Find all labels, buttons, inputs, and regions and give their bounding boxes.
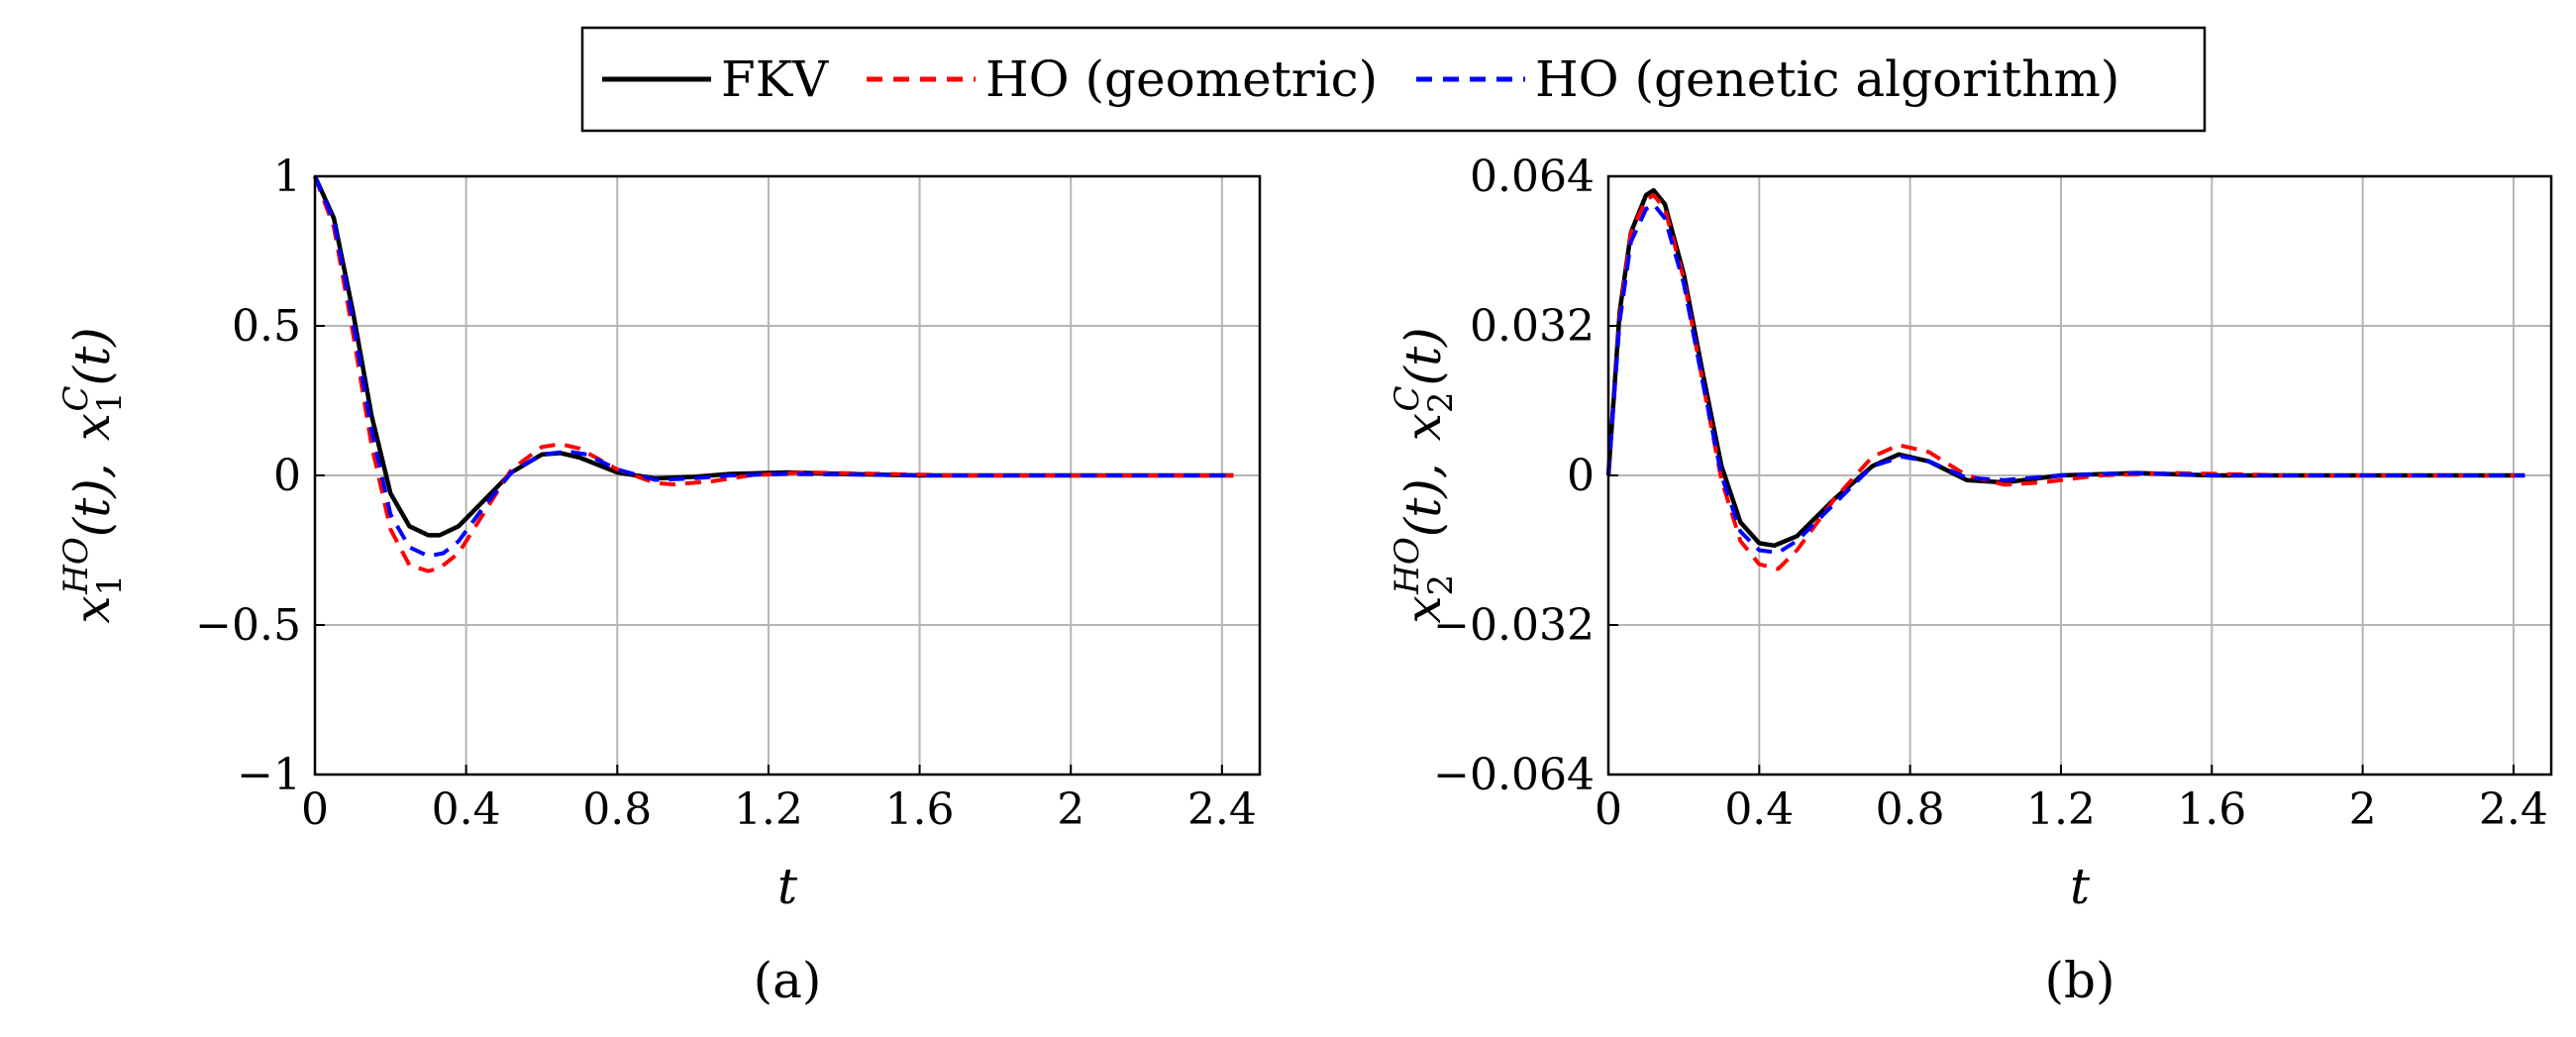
panel-b-ylabel-sup1: HO — [1388, 537, 1427, 595]
panel-a-xtick-label: 1.6 — [885, 784, 955, 835]
panel-b-xtick-label: 2.4 — [2479, 784, 2548, 835]
panel-b-xtick-label: 0.4 — [1724, 784, 1794, 835]
panel-b-ytick-label: −0.032 — [1433, 600, 1595, 651]
panel-a-ylabel-sub2: 1 — [90, 391, 130, 413]
panel-b-ytick-label: −0.064 — [1433, 750, 1595, 800]
panel-a-xtick-label: 2 — [1057, 784, 1084, 835]
panel-a-ylabel-x2: x — [63, 413, 121, 441]
legend-label-geometric: HO (geometric) — [985, 51, 1378, 108]
panel-b-caption: (b) — [2044, 952, 2114, 1009]
panel-b-xtick-label: 0 — [1595, 784, 1622, 835]
panel-a-ticks: 0 0.4 0.8 1.2 1.6 2 2.4 −1 −0.5 0 0.5 1 — [195, 152, 1257, 835]
panel-a-x-axis-label: t — [777, 858, 798, 915]
panel-a-caption: (a) — [754, 952, 822, 1009]
panel-b-ylabel-x2: x — [1394, 413, 1452, 441]
panel-b-y-axis-label: x2HO(t),x2C(t) — [1388, 327, 1461, 623]
legend: FKV HO (geometric) HO (genetic algorithm… — [580, 26, 2207, 133]
panel-a-ytick-label: 1 — [273, 152, 301, 202]
panel-a-xtick-label: 0 — [301, 784, 329, 835]
panel-a-ytick-label: −0.5 — [195, 600, 301, 651]
panel-b-xtick-label: 1.6 — [2177, 784, 2246, 835]
panel-b-ylabel-arg2: (t) — [1394, 327, 1452, 385]
panel-a-ytick-label: −1 — [237, 750, 301, 800]
panel-b-ticks: 0 0.4 0.8 1.2 1.6 2 2.4 −0.064 −0.032 0 0.032 0.064 — [1433, 152, 2548, 835]
panel-a-xtick-label: 0.4 — [432, 784, 501, 835]
panel-b-series — [1605, 187, 2525, 571]
panel-b-ytick-label: 0.032 — [1470, 301, 1595, 352]
panel-b-ylabel-sup2: C — [1388, 385, 1427, 411]
panel-b-ylabel-sub1: 2 — [1421, 574, 1461, 596]
panel-b-ylabel-arg1: (t), — [1394, 463, 1452, 537]
panel-a-series-ho-geometric — [313, 175, 1234, 573]
panel-b-ylabel-sub2: 2 — [1421, 391, 1461, 413]
legend-label-genetic: HO (genetic algorithm) — [1535, 51, 2119, 108]
legend-label-fkv: FKV — [721, 51, 829, 108]
panel-a-ylabel-sub1: 1 — [90, 574, 130, 596]
panel-b-ylabel-x1: x — [1394, 595, 1452, 623]
panel-a-xtick-label: 2.4 — [1187, 784, 1257, 835]
panel-b-series-fkv — [1605, 187, 2525, 549]
panel-a-ytick-label: 0.5 — [232, 301, 301, 352]
panel-b-ytick-label: 0 — [1567, 451, 1595, 501]
panel-a-series — [312, 175, 1234, 573]
panel-b-series-ho-geometric — [1606, 192, 2525, 571]
panel-a-ylabel-x1: x — [63, 595, 121, 623]
panel-a-series-fkv — [312, 175, 1234, 538]
panel-b-series-ho-genetic-algorithm — [1606, 202, 2525, 555]
panel-a-ylabel-sup2: C — [56, 385, 96, 411]
panel-a-ylabel-arg1: (t), — [63, 463, 121, 537]
panel-a-ylabel-arg2: (t) — [63, 327, 121, 385]
panel-b-xtick-label: 0.8 — [1876, 784, 1945, 835]
panel-a-xtick-label: 1.2 — [734, 784, 803, 835]
panel-a-xtick-label: 0.8 — [582, 784, 652, 835]
legend-box — [580, 26, 2207, 133]
panel-b-x-axis-label: t — [2070, 858, 2091, 915]
panel-b: 0 0.4 0.8 1.2 1.6 2 2.4 −0.064 −0.032 0 0.032 0.064… — [1388, 152, 2553, 1009]
panel-b-xtick-label: 1.2 — [2026, 784, 2096, 835]
panel-a-ylabel-sup1: HO — [56, 537, 96, 595]
panel-b-ytick-label: 0.064 — [1470, 152, 1595, 202]
panel-a-series-ho-genetic-algorithm — [313, 175, 1234, 559]
panel-a-y-axis-label: x1HO(t),x1C(t) — [56, 327, 130, 623]
panel-b-xtick-label: 2 — [2349, 784, 2377, 835]
panel-a: 0 0.4 0.8 1.2 1.6 2 2.4−1−0.500.51 t x1HO(t),x… — [56, 152, 1262, 1009]
panel-a-ytick-label: 0 — [273, 451, 301, 501]
